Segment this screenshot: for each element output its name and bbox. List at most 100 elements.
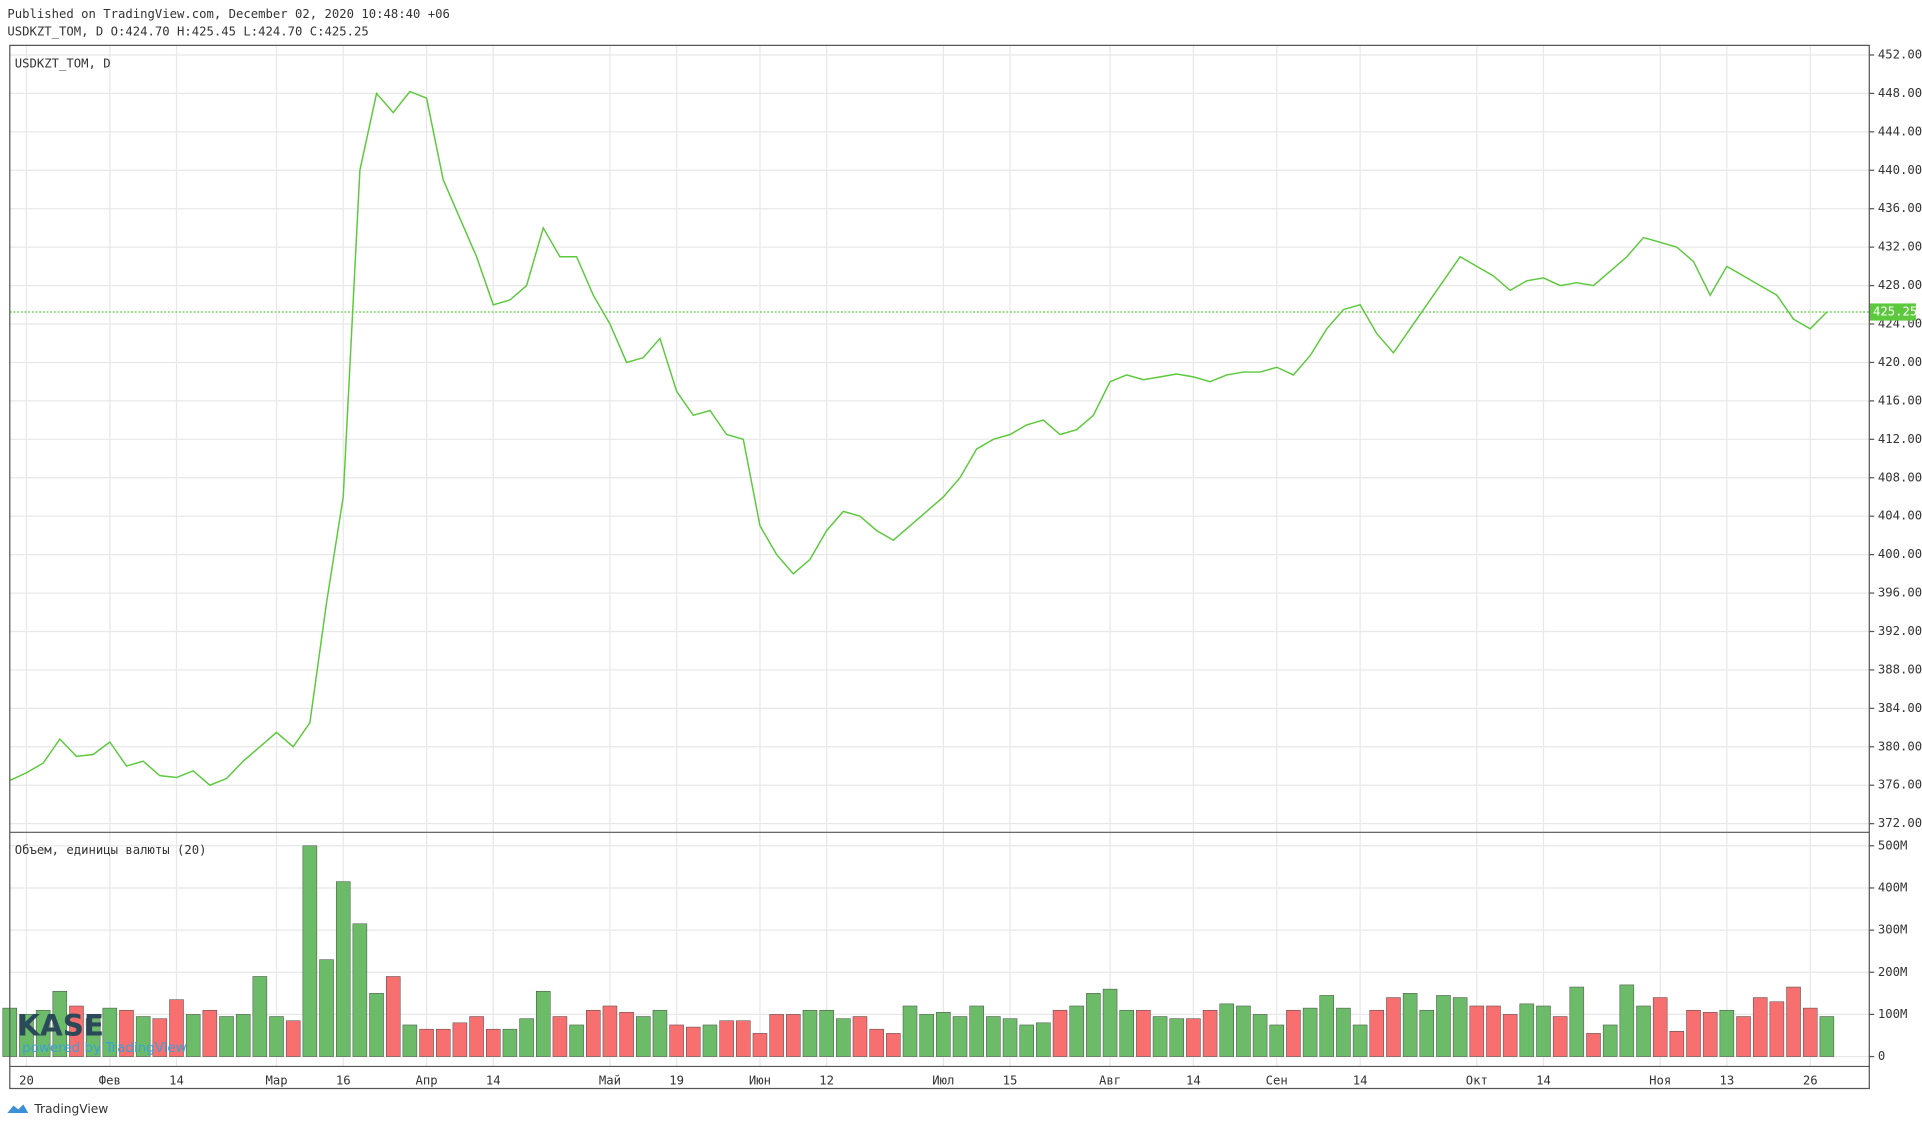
y-tick-label: 100M: [1878, 1007, 1908, 1021]
x-tick-label: 20: [19, 1074, 34, 1088]
volume-bar: [986, 1016, 1001, 1057]
volume-bar: [569, 1024, 584, 1057]
volume-bar: [652, 1009, 668, 1057]
volume-bar: [819, 1009, 834, 1057]
volume-bar: [1452, 997, 1468, 1057]
volume-bar: [1186, 1018, 1201, 1057]
volume-bar: [435, 1028, 451, 1057]
volume-bar: [1586, 1033, 1601, 1057]
volume-bar: [1352, 1024, 1368, 1057]
x-tick-label: 16: [336, 1074, 351, 1088]
volume-bar: [969, 1005, 984, 1057]
x-tick-label: 14: [486, 1074, 501, 1088]
volume-bar: [19, 1014, 34, 1057]
volume-bar: [85, 1018, 101, 1057]
volume-bar: [185, 1014, 201, 1057]
volume-bar: [1752, 997, 1768, 1057]
volume-bar: [219, 1016, 234, 1057]
y-tick-label: 420.00: [1878, 355, 1922, 369]
volume-bar: [1669, 1031, 1685, 1057]
y-tick-label: 388.00: [1878, 662, 1922, 676]
volume-bar: [702, 1024, 718, 1057]
y-tick-label: 200M: [1878, 965, 1908, 979]
volume-bar: [1436, 995, 1451, 1057]
volume-bar: [602, 1005, 618, 1057]
published: Published on TradingView.com, December 0…: [7, 7, 450, 21]
volume-bar: [1019, 1024, 1034, 1057]
volume-bar: [1002, 1018, 1018, 1057]
volume-bar: [1336, 1007, 1351, 1057]
volume-bar: [1802, 1007, 1818, 1057]
volume-bar: [552, 1016, 568, 1057]
x-tick-label: Фев: [99, 1074, 121, 1088]
volume-bar: [919, 1014, 934, 1057]
volume-bar: [886, 1033, 901, 1057]
volume-bar: [1219, 1003, 1234, 1057]
volume-bar: [1719, 1009, 1735, 1057]
watermark-subtitle: powered by TradingView: [22, 1040, 187, 1056]
price-line: [9, 90, 1828, 787]
volume-bar: [369, 993, 384, 1057]
volume-bar: [519, 1018, 534, 1057]
volume-bar: [469, 1016, 484, 1057]
volume-bar: [352, 923, 368, 1057]
x-tick-label: 14: [1186, 1074, 1201, 1088]
y-tick-label: 384.00: [1878, 701, 1922, 715]
x-tick-label: 26: [1803, 1074, 1818, 1088]
volume-bar: [1319, 995, 1335, 1057]
volume-bar: [1702, 1012, 1718, 1057]
volume-legend: Объем, единицы валюты (20): [15, 843, 207, 857]
plot: 372.00 376.00 380.00 384.00 388.00 392.00 396.…: [2, 45, 1922, 1088]
y-tick-label: 0: [1878, 1049, 1885, 1063]
volume-bar: [752, 1033, 768, 1057]
x-tick-label: 12: [819, 1074, 834, 1088]
y-tick-label: 400.00: [1878, 547, 1922, 561]
x-tick-label: Сен: [1266, 1074, 1288, 1088]
volume-bar: [319, 959, 334, 1057]
y-tick-label: 376.00: [1878, 778, 1922, 792]
x-tick-label: 14: [1536, 1074, 1551, 1088]
volume-bar: [69, 1005, 84, 1057]
volume-bar: [1769, 1001, 1785, 1057]
y-tick-label: 440.00: [1878, 163, 1922, 177]
volume-bar: [1102, 988, 1118, 1057]
volume-bar: [269, 1016, 284, 1057]
x-tick-label: 14: [1353, 1074, 1368, 1088]
y-tick-label: 436.00: [1878, 201, 1922, 215]
volume-bar: [1619, 984, 1635, 1057]
x-tick-label: Апр: [415, 1074, 437, 1088]
volume-bar: [302, 845, 318, 1057]
series-legend: USDKZT_TOM, D: [15, 56, 111, 70]
volume-bar: [1786, 986, 1801, 1057]
x-tick-label: Авг: [1099, 1074, 1121, 1088]
volume-bar: [1386, 997, 1401, 1057]
volume-bar: [1402, 993, 1418, 1057]
volume-bar: [1652, 997, 1668, 1057]
volume-bar: [52, 990, 68, 1057]
volume-bar: [1636, 1005, 1651, 1057]
volume-bar: [1302, 1007, 1318, 1057]
volume-bar: [402, 1024, 418, 1057]
volume-bar: [786, 1014, 801, 1057]
volume-bar: [1119, 1009, 1134, 1057]
volume-bar: [1086, 993, 1101, 1057]
y-tick-label: 392.00: [1878, 624, 1922, 638]
y-tick-label: 400M: [1878, 880, 1908, 894]
volume-bar: [1569, 986, 1585, 1057]
volume-bar: [869, 1028, 884, 1057]
volume-bar: [1152, 1016, 1168, 1057]
watermark-logo: KASE: [17, 1009, 104, 1043]
volume-bar: [452, 1022, 468, 1057]
volume-bar: [1036, 1022, 1051, 1057]
volume-bar: [1736, 1016, 1751, 1057]
volume-bar: [1419, 1009, 1435, 1057]
x-tick-label: Окт: [1466, 1074, 1488, 1088]
volume-bar: [1169, 1018, 1184, 1057]
x-tick-label: Мар: [265, 1074, 287, 1088]
volume-bar: [35, 1009, 51, 1057]
volume-bar: [102, 1007, 118, 1057]
y-tick-label: 396.00: [1878, 586, 1922, 600]
